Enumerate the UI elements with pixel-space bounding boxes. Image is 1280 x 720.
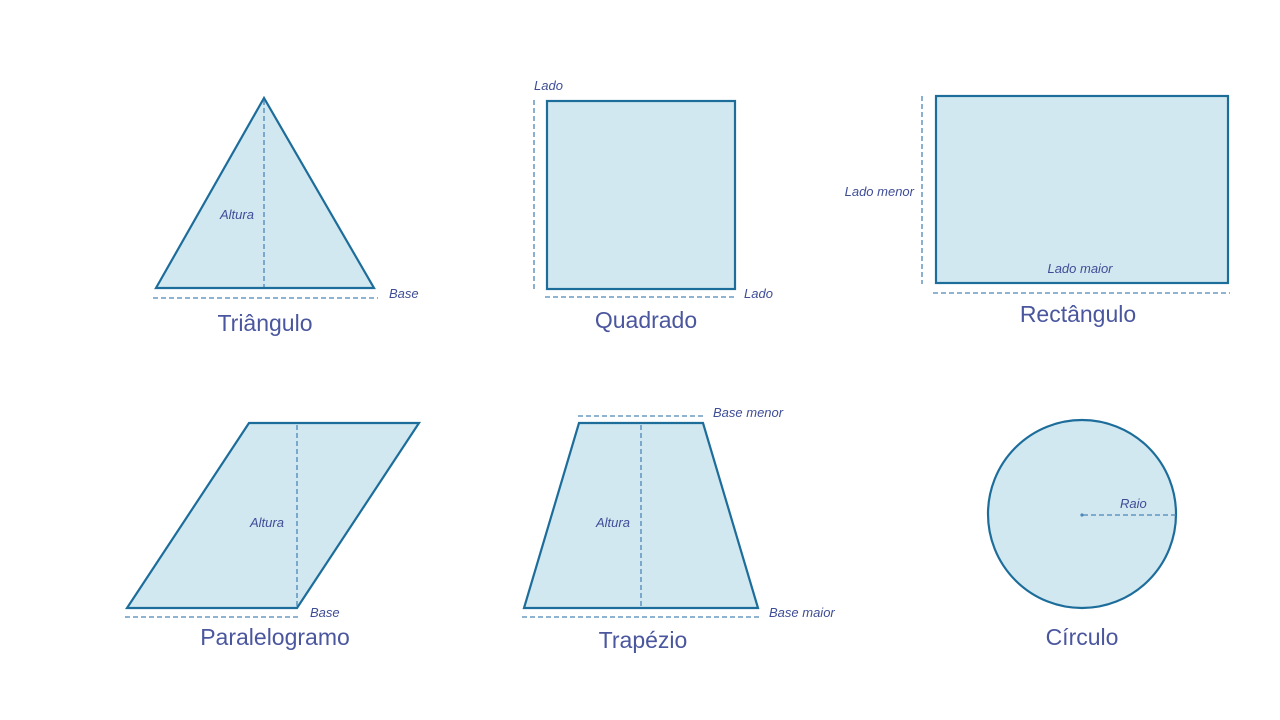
circle-center-point	[1080, 513, 1084, 517]
square-group: Lado Lado Quadrado	[533, 78, 773, 333]
triangle-base-label: Base	[389, 286, 419, 301]
triangle-height-label: Altura	[219, 207, 254, 222]
parallelogram-height-label: Altura	[249, 515, 284, 530]
square-side-label-bottom: Lado	[744, 286, 773, 301]
rectangle-shape	[934, 94, 1230, 285]
trapezoid-large-base-label: Base maior	[769, 605, 835, 620]
rectangle-short-side-label: Lado menor	[845, 184, 915, 199]
rectangle-group: Lado menor Lado maior Rectângulo	[845, 94, 1230, 327]
square-shape	[545, 99, 737, 291]
trapezoid-group: Base menor Altura Base maior Trapézio	[522, 405, 835, 653]
square-title: Quadrado	[595, 307, 697, 333]
parallelogram-base-label: Base	[310, 605, 340, 620]
trapezoid-title: Trapézio	[599, 627, 688, 653]
trapezoid-height-label: Altura	[595, 515, 630, 530]
rectangle-title: Rectângulo	[1020, 301, 1136, 327]
triangle-title: Triângulo	[217, 310, 312, 336]
parallelogram-title: Paralelogramo	[200, 624, 350, 650]
parallelogram-group: Altura Base Paralelogramo	[124, 421, 422, 650]
square-side-label-top: Lado	[534, 78, 563, 93]
circle-title: Círculo	[1046, 624, 1119, 650]
trapezoid-small-base-label: Base menor	[713, 405, 784, 420]
triangle-group: Altura Base Triângulo	[153, 95, 419, 336]
circle-radius-label: Raio	[1120, 496, 1147, 511]
triangle-shape	[154, 95, 376, 290]
parallelogram-shape	[124, 421, 422, 610]
circle-group: Raio Círculo	[986, 418, 1178, 650]
rectangle-long-side-label: Lado maior	[1047, 261, 1113, 276]
